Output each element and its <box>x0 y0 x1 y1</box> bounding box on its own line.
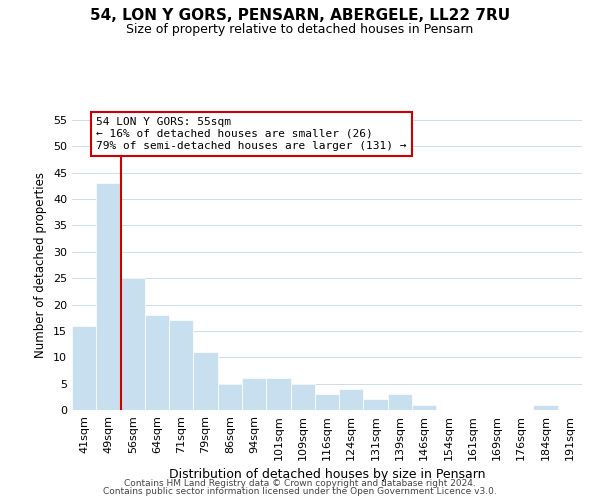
Bar <box>266 378 290 410</box>
Bar <box>388 394 412 410</box>
Bar <box>193 352 218 410</box>
Bar <box>169 320 193 410</box>
Bar <box>96 184 121 410</box>
Bar <box>145 315 169 410</box>
X-axis label: Distribution of detached houses by size in Pensarn: Distribution of detached houses by size … <box>169 468 485 481</box>
Text: Size of property relative to detached houses in Pensarn: Size of property relative to detached ho… <box>127 22 473 36</box>
Bar <box>72 326 96 410</box>
Text: Contains public sector information licensed under the Open Government Licence v3: Contains public sector information licen… <box>103 487 497 496</box>
Bar <box>121 278 145 410</box>
Text: 54 LON Y GORS: 55sqm
← 16% of detached houses are smaller (26)
79% of semi-detac: 54 LON Y GORS: 55sqm ← 16% of detached h… <box>96 118 407 150</box>
Bar <box>339 389 364 410</box>
Bar <box>533 404 558 410</box>
Bar <box>364 400 388 410</box>
Bar <box>315 394 339 410</box>
Text: Contains HM Land Registry data © Crown copyright and database right 2024.: Contains HM Land Registry data © Crown c… <box>124 478 476 488</box>
Bar <box>290 384 315 410</box>
Text: 54, LON Y GORS, PENSARN, ABERGELE, LL22 7RU: 54, LON Y GORS, PENSARN, ABERGELE, LL22 … <box>90 8 510 22</box>
Bar <box>242 378 266 410</box>
Bar <box>412 404 436 410</box>
Bar <box>218 384 242 410</box>
Y-axis label: Number of detached properties: Number of detached properties <box>34 172 47 358</box>
